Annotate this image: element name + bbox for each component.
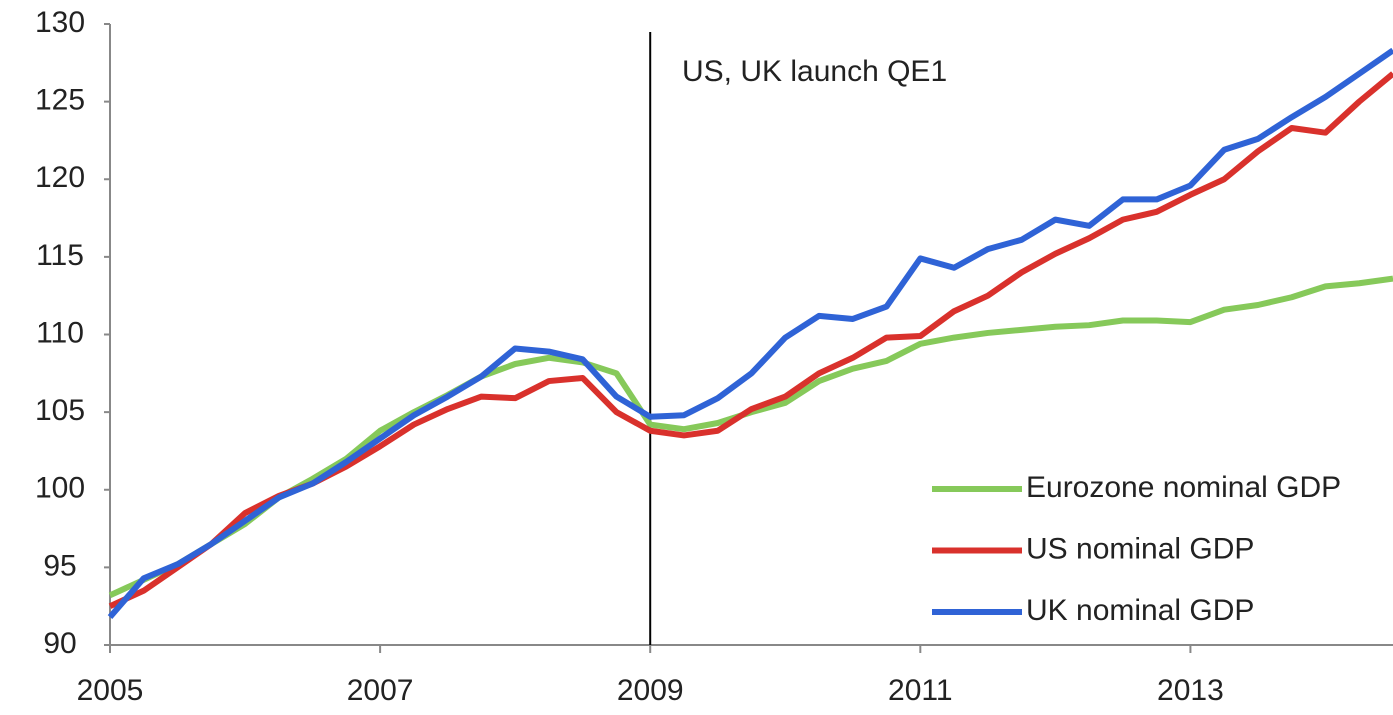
series-line [108, 71, 1393, 609]
annotation: US, UK launch QE1 [682, 55, 947, 88]
y-tick-label: 100 [35, 472, 85, 505]
y-tick-label: 105 [35, 394, 85, 427]
y-tick-label: 110 [36, 316, 84, 349]
x-tick-label: 2013 [1157, 674, 1224, 707]
legend-label: UK nominal GDP [1026, 594, 1254, 627]
y-tick-label: 125 [35, 84, 85, 117]
x-tick-label: 2009 [617, 674, 684, 707]
y-tick-label: 120 [35, 161, 85, 194]
x-tick-label: 2007 [347, 674, 414, 707]
x-tick-label: 2005 [77, 674, 144, 707]
legend-label: Eurozone nominal GDP [1026, 471, 1341, 504]
y-tick-label: 130 [35, 6, 85, 39]
y-tick-label: 115 [36, 239, 84, 272]
y-tick-label: 95 [43, 549, 76, 582]
x-tick-label: 2011 [888, 674, 953, 707]
legend-label: US nominal GDP [1026, 532, 1254, 565]
y-tick-label: 90 [43, 627, 76, 660]
series-line [107, 47, 1393, 620]
